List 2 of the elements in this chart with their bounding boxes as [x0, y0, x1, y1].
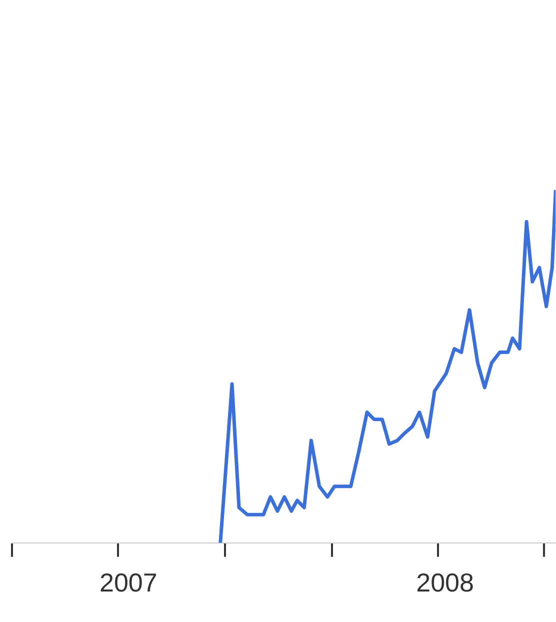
x-tick-label: 2007 — [99, 568, 158, 598]
x-tick-label: 2008 — [416, 568, 474, 598]
